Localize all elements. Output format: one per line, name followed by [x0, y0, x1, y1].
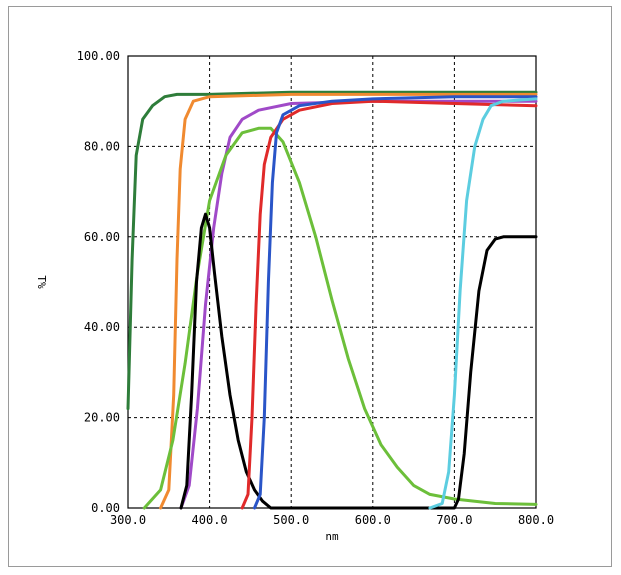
y-axis-label: T% [35, 275, 48, 289]
series-line-5 [179, 212, 538, 510]
y-tick-label: 0.00 [91, 501, 120, 515]
y-tick-label: 20.00 [84, 411, 120, 425]
series-lines [126, 90, 538, 510]
x-tick-labels: 300.0 400.0 500.0 600.0 700.0 800.0 [110, 513, 554, 527]
series-line-8 [428, 97, 538, 510]
series-line-1 [126, 90, 538, 411]
x-axis-label: nm [325, 530, 339, 543]
x-tick-label: 300.0 [110, 513, 146, 527]
series-line-6 [240, 99, 538, 510]
x-tick-label: 400.0 [192, 513, 228, 527]
x-tick-label: 500.0 [273, 513, 309, 527]
series-line-7 [253, 95, 538, 510]
y-tick-label: 40.00 [84, 320, 120, 334]
y-tick-labels: 0.00 20.00 40.00 60.00 80.00 100.00 [77, 49, 120, 515]
x-tick-label: 700.0 [436, 513, 472, 527]
y-tick-label: 60.00 [84, 230, 120, 244]
x-tick-label: 600.0 [355, 513, 391, 527]
series-line-4 [142, 126, 538, 510]
x-tick-label: 800.0 [518, 513, 554, 527]
series-line-2 [159, 92, 538, 510]
series-line-3 [179, 99, 538, 510]
y-tick-label: 80.00 [84, 139, 120, 153]
y-tick-label: 100.00 [77, 49, 120, 63]
